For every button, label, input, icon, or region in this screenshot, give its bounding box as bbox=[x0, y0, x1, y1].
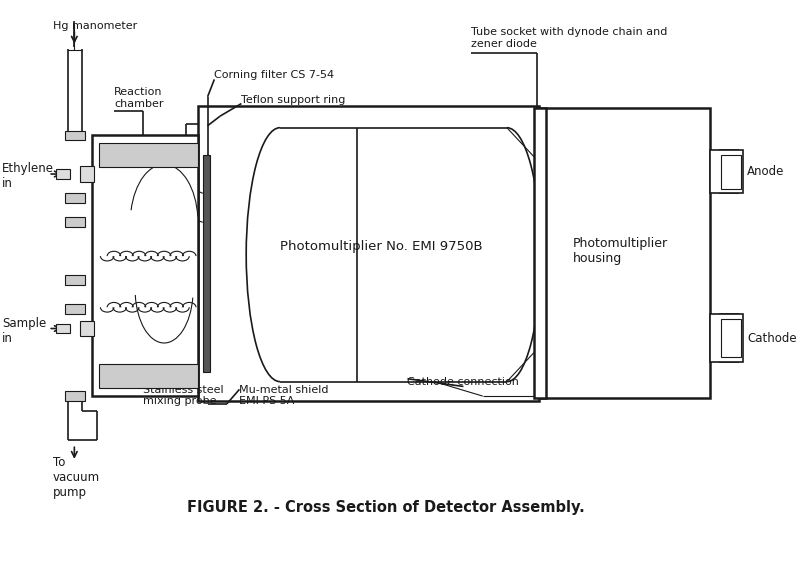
Text: Teflon support ring: Teflon support ring bbox=[242, 95, 346, 105]
Bar bbox=[538, 108, 710, 398]
Bar bbox=[82, 169, 92, 179]
Bar bbox=[56, 169, 70, 179]
Bar bbox=[710, 314, 743, 362]
Text: Tube socket with dynode chain and
zener diode: Tube socket with dynode chain and zener … bbox=[471, 28, 667, 49]
Text: Photomultiplier
housing: Photomultiplier housing bbox=[573, 237, 668, 265]
Bar bbox=[65, 304, 85, 314]
Text: Ethylene
in: Ethylene in bbox=[2, 162, 54, 191]
Text: FIGURE 2. - Cross Section of Detector Assembly.: FIGURE 2. - Cross Section of Detector As… bbox=[187, 501, 585, 515]
Text: Mu-metal shield
EMI PS 5A: Mu-metal shield EMI PS 5A bbox=[239, 385, 329, 406]
Text: Cathode: Cathode bbox=[747, 332, 797, 344]
Bar bbox=[82, 324, 92, 333]
Bar bbox=[65, 218, 85, 227]
Bar bbox=[722, 155, 741, 188]
Bar bbox=[99, 364, 198, 389]
Text: Photomultiplier No. EMI 9750B: Photomultiplier No. EMI 9750B bbox=[280, 241, 482, 254]
Bar bbox=[202, 155, 210, 372]
Text: Hg manometer: Hg manometer bbox=[53, 21, 138, 32]
Text: Anode: Anode bbox=[747, 165, 785, 177]
Bar bbox=[99, 143, 198, 167]
Bar bbox=[56, 324, 70, 333]
Text: Corning filter CS 7-54: Corning filter CS 7-54 bbox=[214, 70, 334, 80]
Bar bbox=[65, 391, 85, 401]
Bar bbox=[80, 166, 94, 182]
Bar bbox=[280, 127, 507, 382]
Bar bbox=[198, 106, 538, 401]
Text: Sample
in: Sample in bbox=[2, 317, 46, 345]
Bar bbox=[80, 321, 94, 336]
Text: Stainless steel
mixing probe: Stainless steel mixing probe bbox=[143, 385, 223, 406]
Text: Reaction
chamber: Reaction chamber bbox=[114, 87, 163, 108]
Bar bbox=[92, 135, 198, 396]
Bar bbox=[65, 193, 85, 203]
Bar bbox=[65, 276, 85, 285]
Text: Cathode connection: Cathode connection bbox=[407, 377, 519, 387]
Bar bbox=[65, 131, 85, 140]
Text: To
vacuum
pump: To vacuum pump bbox=[53, 456, 100, 499]
Bar bbox=[710, 150, 743, 193]
Bar bbox=[722, 319, 741, 358]
Bar bbox=[534, 108, 546, 398]
